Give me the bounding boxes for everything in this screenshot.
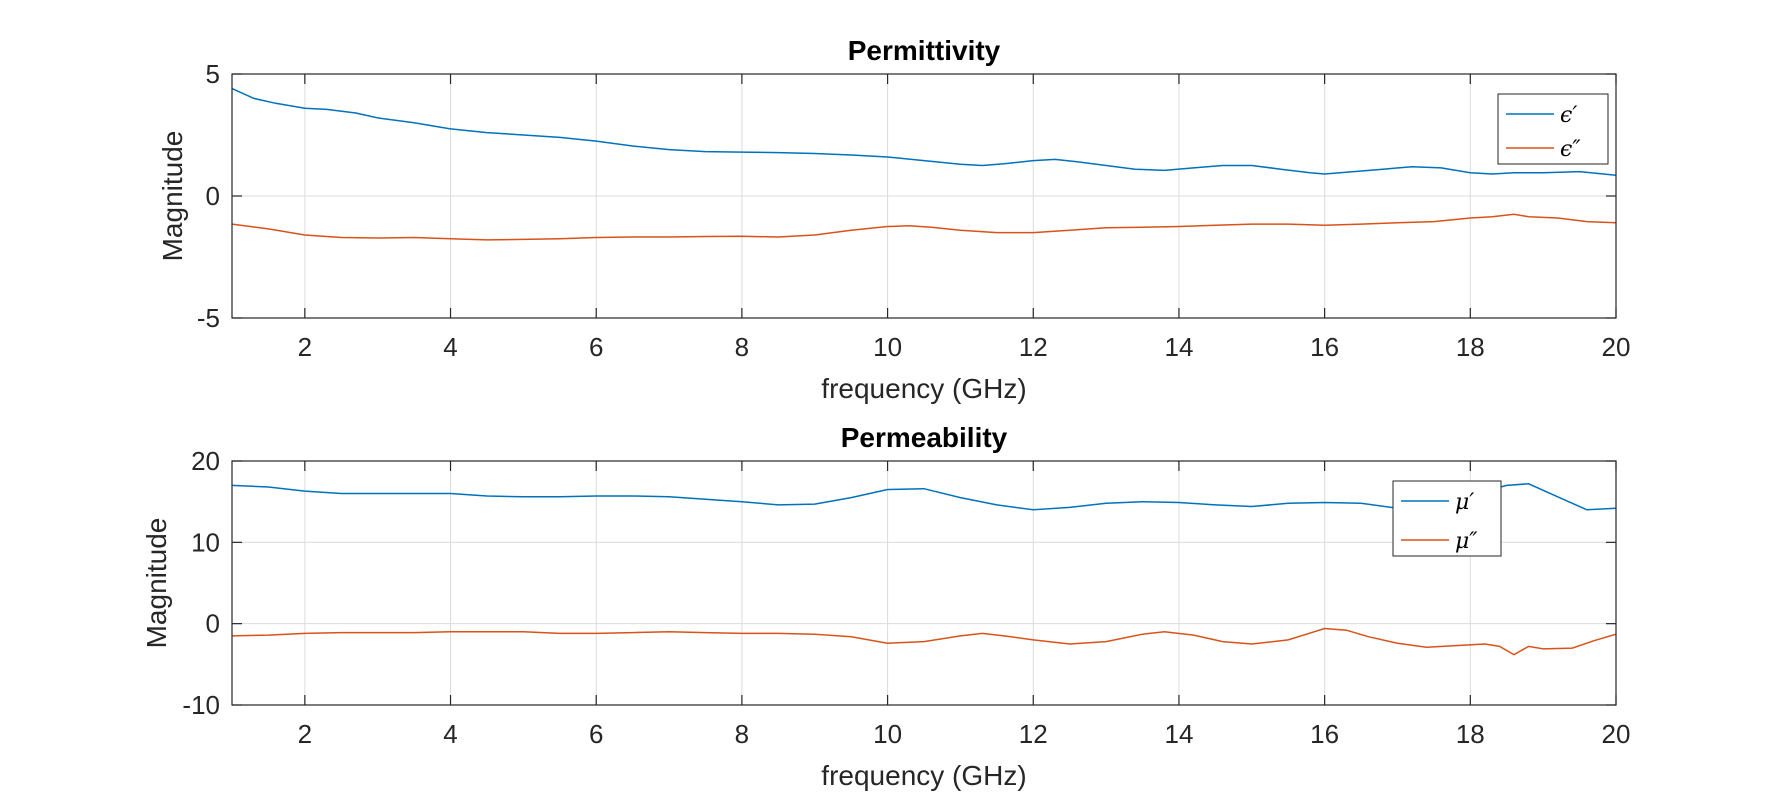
x-tick-label: 6 <box>589 719 603 749</box>
legend-label: ϵ′ <box>1560 103 1577 128</box>
x-tick-label: 6 <box>589 332 603 362</box>
x-tick-label: 4 <box>443 719 457 749</box>
series-line-imaginary <box>231 213 1617 241</box>
plot-area <box>232 461 1616 705</box>
y-tick-label: 10 <box>191 527 220 557</box>
x-tick-label: 2 <box>298 332 312 362</box>
series-line-real <box>231 87 1617 177</box>
y-axis-label: Magnitude <box>157 131 188 262</box>
x-tick-label: 2 <box>298 719 312 749</box>
legend-label: ϵ″ <box>1560 137 1581 162</box>
x-tick-label: 8 <box>735 332 749 362</box>
x-tick-label: 16 <box>1310 719 1339 749</box>
x-tick-label: 18 <box>1456 719 1485 749</box>
x-tick-label: 8 <box>735 719 749 749</box>
y-tick-label: 0 <box>206 609 220 639</box>
y-tick-label: 0 <box>206 181 220 211</box>
x-tick-label: 4 <box>443 332 457 362</box>
legend: ϵ′ ϵ″ <box>1497 93 1609 165</box>
axes-box <box>231 460 1617 706</box>
y-tick-label: 20 <box>191 446 220 476</box>
y-tick-label: -10 <box>182 690 220 720</box>
x-tick-label: 12 <box>1019 332 1048 362</box>
y-tick-label: 5 <box>206 59 220 89</box>
x-axis-label: frequency (GHz) <box>821 373 1026 404</box>
chart-title: Permeability <box>841 422 1008 453</box>
x-tick-label: 18 <box>1456 332 1485 362</box>
x-tick-label: 10 <box>873 719 902 749</box>
legend: μ′ μ″ <box>1392 480 1502 557</box>
x-axis-label: frequency (GHz) <box>821 760 1026 791</box>
x-tick-label: 12 <box>1019 719 1048 749</box>
y-tick-label: -5 <box>197 303 220 333</box>
permeability-chart: 2 4 6 8 10 12 14 16 18 20 -10 0 10 20 Permeability freq… <box>141 422 1630 791</box>
legend-box <box>1392 480 1502 557</box>
x-tick-label: 20 <box>1602 719 1631 749</box>
x-tick-label: 10 <box>873 332 902 362</box>
x-tick-label: 14 <box>1164 719 1193 749</box>
legend-label: μ′ <box>1455 490 1474 515</box>
tick-marks <box>232 73 1617 319</box>
y-axis-label: Magnitude <box>141 518 172 649</box>
x-tick-label: 20 <box>1602 332 1631 362</box>
legend-label: μ″ <box>1455 529 1478 554</box>
grid-lines <box>232 74 1616 318</box>
x-tick-label: 14 <box>1164 332 1193 362</box>
series-line-imaginary <box>231 627 1617 656</box>
x-tick-label: 16 <box>1310 332 1339 362</box>
legend-box <box>1497 93 1609 165</box>
tick-marks <box>232 460 1617 706</box>
permittivity-chart: 2 4 6 8 10 12 14 16 18 20 -5 0 5 Permittivity frequenc… <box>157 35 1630 404</box>
chart-title: Permittivity <box>848 35 1001 66</box>
